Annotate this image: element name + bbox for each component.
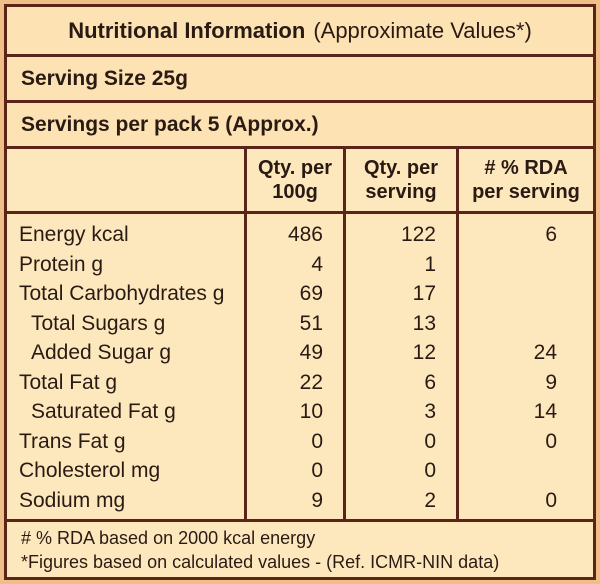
qty-per-serving: 0	[424, 459, 436, 482]
qty-per-serving: 12	[412, 341, 436, 364]
table-row: Added Sugar g 49 12 24	[7, 338, 593, 367]
table-row: Energy kcal 486 122 6	[7, 220, 593, 249]
table-row: Trans Fat g 0 0 0	[7, 427, 593, 456]
column-divider	[343, 149, 346, 519]
nutrient-name: Protein g	[19, 252, 104, 276]
col2-line2: serving	[365, 181, 437, 203]
col3-line2: per serving	[472, 181, 580, 203]
col2-line1: Qty. per	[363, 157, 439, 179]
table-row: Total Fat g 22 6 9	[7, 368, 593, 397]
nutrition-table: Qty. per 100g Qty. per serving # % RDA p…	[7, 149, 593, 522]
header-divider	[7, 211, 593, 214]
qty-per-serving: 17	[412, 282, 436, 305]
table-row: Protein g 4 1	[7, 250, 593, 279]
table-row: Total Sugars g 51 13	[7, 309, 593, 338]
qty-per-100g: 10	[299, 400, 323, 423]
table-row: Sodium mg 9 2 0	[7, 486, 593, 515]
qty-per-serving: 3	[424, 400, 436, 423]
qty-per-100g: 51	[299, 311, 323, 335]
table-row: Total Carbohydrates g 69 17	[7, 279, 593, 308]
qty-per-100g: 0	[311, 459, 323, 482]
qty-per-serving: 0	[424, 429, 436, 453]
qty-per-serving: 122	[400, 223, 436, 246]
panel-title: Nutritional Information (Approximate Val…	[7, 7, 593, 57]
col3-line1: # % RDA	[484, 157, 568, 179]
qty-per-serving: 6	[424, 370, 436, 394]
rda-percent: 9	[545, 370, 557, 394]
column-divider	[244, 149, 247, 519]
nutrient-name: Sodium mg	[19, 488, 126, 512]
qty-per-serving: 1	[424, 252, 436, 276]
footnotes: # % RDA based on 2000 kcal energy *Figur…	[7, 522, 593, 580]
servings-per-pack: Servings per pack 5 (Approx.)	[7, 103, 593, 149]
col-header-per-100g: Qty. per 100g	[247, 149, 343, 211]
qty-per-100g: 0	[311, 429, 323, 453]
rda-percent: 24	[533, 341, 557, 364]
rda-percent: 0	[545, 488, 557, 512]
rda-percent: 14	[533, 400, 557, 423]
qty-per-serving: 13	[412, 311, 436, 335]
qty-per-100g: 49	[299, 341, 323, 364]
figures-footnote: *Figures based on calculated values - (R…	[21, 552, 500, 572]
nutrient-name: Saturated Fat g	[31, 400, 176, 423]
nutrient-name: Cholesterol mg	[19, 459, 161, 482]
qty-per-100g: 486	[287, 223, 323, 246]
rda-percent: 6	[545, 223, 557, 246]
nutrition-panel: Nutritional Information (Approximate Val…	[4, 4, 596, 580]
serving-size: Serving Size 25g	[7, 57, 593, 103]
table-row: Saturated Fat g 10 3 14	[7, 397, 593, 426]
title-bold: Nutritional Information	[68, 17, 306, 43]
table-row: Cholesterol mg 0 0	[7, 456, 593, 485]
title-rest: (Approximate Values*)	[313, 17, 532, 43]
col1-line1: Qty. per	[257, 157, 333, 179]
column-divider	[456, 149, 459, 519]
qty-per-100g: 22	[299, 370, 323, 394]
col-header-per-serving: Qty. per serving	[346, 149, 456, 211]
qty-per-100g: 4	[311, 252, 323, 276]
nutrient-name: Energy kcal	[19, 223, 129, 246]
rda-percent: 0	[545, 429, 557, 453]
nutrient-name: Total Sugars g	[31, 311, 166, 335]
rda-footnote: # % RDA based on 2000 kcal energy	[21, 528, 316, 548]
qty-per-serving: 2	[424, 488, 436, 512]
qty-per-100g: 69	[299, 282, 323, 305]
nutrient-name: Added Sugar g	[31, 341, 172, 364]
nutrient-name: Total Fat g	[19, 370, 118, 394]
nutrient-name: Total Carbohydrates g	[19, 282, 225, 305]
col1-line2: 100g	[272, 181, 318, 203]
qty-per-100g: 9	[311, 488, 323, 512]
col-header-rda: # % RDA per serving	[459, 149, 593, 211]
nutrient-name: Trans Fat g	[19, 429, 126, 453]
